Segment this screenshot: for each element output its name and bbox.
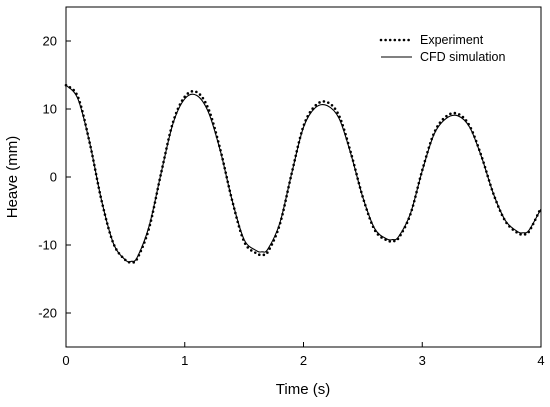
- series-experiment-line: [64, 83, 543, 264]
- x-tick-label: 3: [419, 353, 426, 368]
- y-tick-label: 0: [50, 170, 57, 185]
- y-tick-label: 10: [43, 102, 57, 117]
- x-tick-label: 0: [62, 353, 69, 368]
- x-tick-label: 4: [537, 353, 544, 368]
- x-axis-title: Time (s): [276, 381, 330, 398]
- y-tick-label: -20: [38, 306, 57, 321]
- legend: Experiment CFD simulation: [379, 33, 505, 64]
- x-tick-label: 2: [300, 353, 307, 368]
- series-group: [64, 83, 543, 264]
- x-tick-label: 1: [181, 353, 188, 368]
- legend-experiment-label: Experiment: [420, 33, 484, 47]
- series-cfd-simulation-line: [65, 84, 542, 263]
- axis-ticks: 0 1 2 3 4 -20 -10 0 10 20: [38, 34, 544, 369]
- y-tick-label: -10: [38, 238, 57, 253]
- y-tick-label: 20: [43, 34, 57, 49]
- y-axis-title: Heave (mm): [4, 136, 21, 219]
- legend-cfd-label: CFD simulation: [420, 50, 505, 64]
